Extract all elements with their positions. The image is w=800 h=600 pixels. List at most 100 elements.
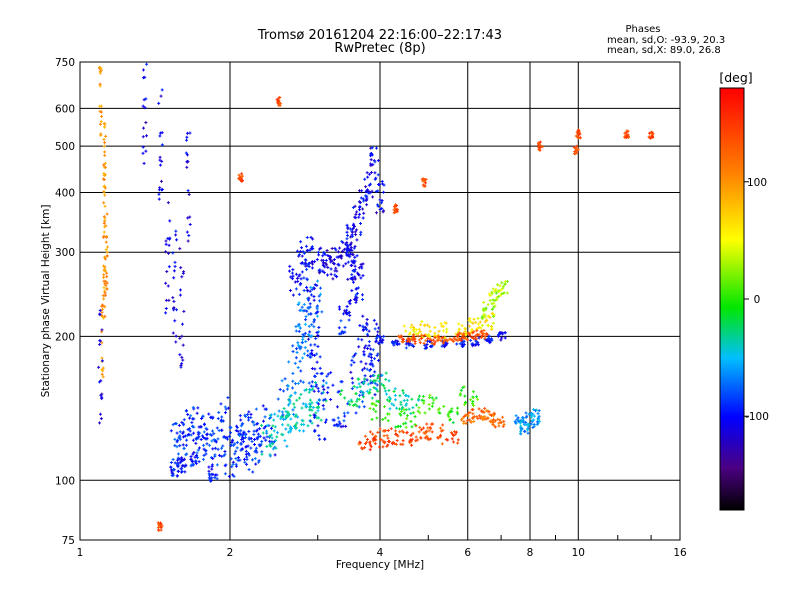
- data-point: [305, 236, 309, 240]
- data-point: [432, 342, 436, 346]
- data-point: [313, 283, 317, 287]
- data-point: [231, 473, 235, 477]
- data-point: [354, 233, 358, 237]
- data-point: [300, 418, 304, 422]
- data-point: [350, 376, 354, 380]
- data-point: [485, 338, 489, 342]
- data-point: [359, 360, 363, 364]
- data-point: [450, 437, 454, 441]
- data-point: [100, 114, 104, 118]
- data-point: [180, 334, 184, 338]
- data-point: [310, 421, 314, 425]
- data-point: [235, 446, 239, 450]
- data-point: [478, 320, 482, 324]
- data-point: [399, 442, 403, 446]
- data-point: [365, 440, 369, 444]
- data-point: [471, 344, 475, 348]
- y-axis-label: Stationary phase Virtual Height [km]: [40, 205, 52, 398]
- data-point: [253, 457, 257, 461]
- data-point: [102, 269, 106, 273]
- data-point: [405, 414, 409, 418]
- data-point: [298, 273, 302, 277]
- data-point: [254, 407, 258, 411]
- data-point: [144, 121, 148, 125]
- data-point: [413, 415, 417, 419]
- data-point: [368, 352, 372, 356]
- data-point: [489, 338, 493, 342]
- data-point: [466, 338, 470, 342]
- data-point: [316, 409, 320, 413]
- plot-frame: [79, 61, 681, 541]
- data-point: [235, 440, 239, 444]
- data-point: [202, 447, 206, 451]
- data-point: [365, 389, 369, 393]
- data-point: [238, 432, 242, 436]
- data-point: [460, 336, 464, 340]
- data-point: [201, 457, 205, 461]
- data-point: [183, 470, 187, 474]
- data-point: [102, 163, 106, 167]
- data-point: [240, 422, 244, 426]
- data-point: [103, 122, 107, 126]
- data-point: [351, 226, 355, 230]
- data-point: [578, 136, 582, 140]
- data-point: [213, 473, 217, 477]
- data-point: [373, 370, 377, 374]
- x-tick-label: 6: [464, 547, 471, 559]
- data-point: [411, 431, 415, 435]
- data-point: [354, 300, 358, 304]
- data-point: [341, 424, 345, 428]
- data-point: [378, 427, 382, 431]
- data-point: [160, 131, 164, 135]
- data-point: [346, 243, 350, 247]
- data-point: [309, 388, 313, 392]
- y-tick-label: 75: [62, 535, 75, 547]
- data-point: [351, 278, 355, 282]
- data-point: [456, 334, 460, 338]
- data-point: [251, 470, 255, 474]
- data-point: [362, 366, 366, 370]
- data-point: [202, 436, 206, 440]
- data-point: [294, 329, 298, 333]
- data-point: [411, 343, 415, 347]
- data-point: [316, 333, 320, 337]
- data-point: [257, 460, 261, 464]
- data-point: [322, 388, 326, 392]
- data-point: [244, 414, 248, 418]
- data-point: [171, 331, 175, 335]
- data-point: [215, 426, 219, 430]
- data-point: [370, 402, 374, 406]
- data-point: [377, 379, 381, 383]
- data-point: [221, 419, 225, 423]
- data-point: [307, 306, 311, 310]
- data-point: [471, 416, 475, 420]
- data-point: [252, 423, 256, 427]
- data-point: [402, 324, 406, 328]
- data-point: [482, 307, 486, 311]
- data-point: [521, 416, 525, 420]
- data-point: [182, 418, 186, 422]
- data-point: [295, 276, 299, 280]
- data-point: [100, 341, 104, 345]
- data-point: [405, 340, 409, 344]
- data-point: [352, 246, 356, 250]
- data-point: [491, 321, 495, 325]
- data-point: [471, 412, 475, 416]
- data-point: [479, 409, 483, 413]
- data-point: [355, 291, 359, 295]
- data-point: [452, 336, 456, 340]
- data-point: [188, 427, 192, 431]
- data-point: [145, 134, 149, 138]
- data-point: [422, 341, 426, 345]
- data-point: [361, 262, 365, 266]
- data-point: [521, 420, 525, 424]
- data-point: [100, 372, 104, 376]
- data-point: [409, 419, 413, 423]
- data-point: [369, 347, 373, 351]
- data-point: [536, 418, 540, 422]
- data-point: [398, 412, 402, 416]
- data-point: [462, 343, 466, 347]
- data-point: [479, 335, 483, 339]
- data-point: [320, 391, 324, 395]
- data-point: [441, 325, 445, 329]
